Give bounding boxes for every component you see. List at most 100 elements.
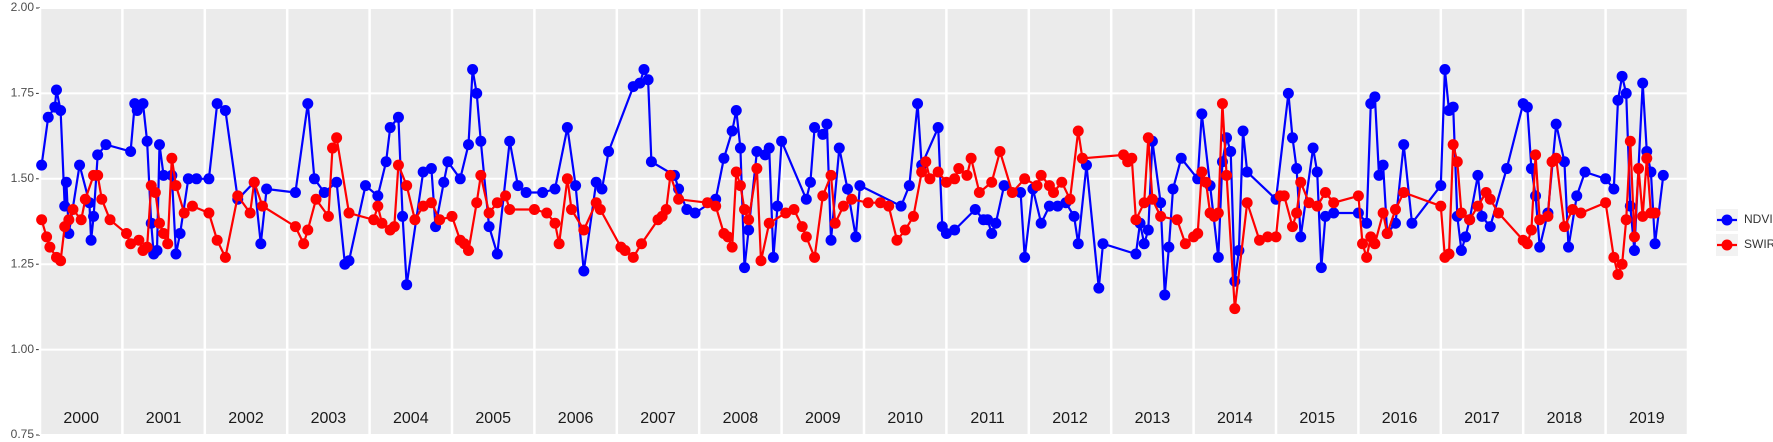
data-point	[36, 214, 48, 226]
data-point	[817, 190, 829, 202]
data-point	[331, 176, 343, 188]
data-point	[912, 98, 924, 110]
data-point	[392, 159, 404, 171]
data-point	[565, 204, 577, 216]
data-point	[425, 197, 437, 209]
data-point	[1633, 163, 1645, 175]
data-point	[743, 224, 755, 236]
data-point	[634, 77, 646, 89]
series-line	[40, 103, 1655, 309]
data-point	[1319, 186, 1331, 198]
year-label: 2016	[1382, 410, 1418, 427]
data-point	[1534, 214, 1546, 226]
data-point	[88, 210, 100, 222]
data-point	[710, 200, 722, 212]
data-point	[1286, 132, 1298, 144]
year-label: 2005	[475, 410, 511, 427]
data-point	[79, 193, 91, 205]
data-point	[1097, 238, 1109, 250]
data-point	[1443, 248, 1455, 260]
data-point	[1200, 176, 1212, 188]
data-point	[722, 231, 734, 243]
data-point	[1031, 180, 1043, 192]
data-point	[1303, 197, 1315, 209]
data-point	[1221, 132, 1233, 144]
data-point	[817, 128, 829, 140]
data-point	[916, 166, 928, 178]
data-point	[726, 241, 738, 253]
data-point	[219, 251, 231, 263]
data-point	[92, 169, 104, 181]
data-point	[92, 149, 104, 161]
data-point	[41, 231, 53, 243]
year-label: 2010	[887, 410, 923, 427]
data-point	[1521, 238, 1533, 250]
data-point	[1278, 190, 1290, 202]
data-point	[368, 214, 380, 226]
data-point	[1138, 238, 1150, 250]
data-point	[219, 104, 231, 116]
data-point	[528, 204, 540, 216]
data-point	[1270, 231, 1282, 243]
data-point	[718, 152, 730, 164]
data-point	[1225, 145, 1237, 157]
year-label: 2004	[393, 410, 429, 427]
data-point	[1093, 282, 1105, 294]
data-point	[1315, 262, 1327, 274]
data-point	[467, 63, 479, 75]
year-label: 2009	[805, 410, 841, 427]
data-point	[763, 217, 775, 229]
data-point	[442, 156, 454, 168]
data-point	[211, 98, 223, 110]
data-point	[578, 224, 590, 236]
data-point	[862, 197, 874, 209]
data-point	[549, 183, 561, 195]
data-point	[182, 173, 194, 185]
data-point	[1295, 231, 1307, 243]
data-point	[1035, 217, 1047, 229]
year-label: 2008	[723, 410, 759, 427]
data-point	[520, 186, 532, 198]
data-point	[162, 238, 174, 250]
data-point	[512, 180, 524, 192]
data-point	[1043, 200, 1055, 212]
year-label: 2006	[558, 410, 594, 427]
data-point	[36, 159, 48, 171]
data-point	[681, 204, 693, 216]
data-point	[1282, 87, 1294, 99]
data-point	[833, 142, 845, 154]
data-point	[44, 241, 56, 253]
data-point	[1291, 207, 1303, 219]
data-point	[553, 238, 565, 250]
data-point	[1167, 183, 1179, 195]
data-point	[1241, 197, 1253, 209]
data-point	[380, 156, 392, 168]
data-point	[504, 135, 516, 147]
data-point	[232, 190, 244, 202]
data-point	[483, 207, 495, 219]
data-point	[417, 166, 429, 178]
data-point	[392, 111, 404, 123]
data-point	[1472, 169, 1484, 181]
data-point	[1142, 132, 1154, 144]
data-point	[837, 200, 849, 212]
data-point	[1328, 207, 1340, 219]
data-point	[471, 87, 483, 99]
data-point	[1142, 224, 1154, 236]
data-point	[825, 169, 837, 181]
data-point	[125, 145, 137, 157]
data-point	[842, 183, 854, 195]
data-point	[1501, 163, 1513, 175]
data-point	[475, 169, 487, 181]
data-point	[734, 142, 746, 154]
data-point	[75, 214, 87, 226]
data-point	[1048, 186, 1060, 198]
data-point	[104, 214, 116, 226]
data-point	[1171, 214, 1183, 226]
data-point	[1229, 303, 1241, 315]
data-point	[491, 197, 503, 209]
data-point	[804, 176, 816, 188]
data-point	[1637, 77, 1649, 89]
data-point	[1649, 207, 1661, 219]
data-point	[1620, 87, 1632, 99]
